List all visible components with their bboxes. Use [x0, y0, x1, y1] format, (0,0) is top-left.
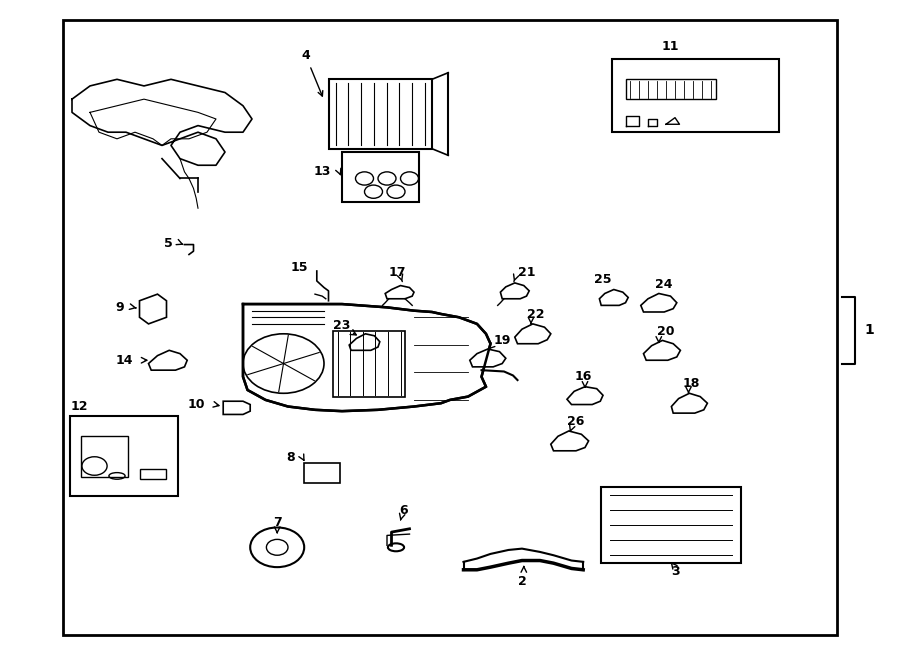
Bar	[328, 79, 432, 149]
Text: 18: 18	[682, 377, 700, 390]
Text: 6: 6	[399, 504, 408, 517]
Polygon shape	[140, 294, 166, 324]
Text: 23: 23	[333, 319, 351, 332]
Bar	[342, 152, 418, 202]
Text: 4: 4	[302, 50, 323, 96]
Text: 15: 15	[291, 261, 308, 274]
Bar	[612, 59, 778, 132]
Polygon shape	[644, 340, 680, 360]
Bar	[81, 436, 128, 477]
Text: 12: 12	[70, 400, 88, 413]
Bar	[601, 487, 741, 563]
Polygon shape	[223, 401, 250, 414]
Text: 21: 21	[518, 266, 536, 279]
Bar	[333, 330, 405, 397]
Text: 8: 8	[286, 451, 295, 464]
Text: 17: 17	[389, 266, 407, 279]
Polygon shape	[349, 334, 380, 350]
Text: 11: 11	[662, 40, 680, 53]
Text: 10: 10	[188, 398, 205, 411]
Polygon shape	[385, 286, 414, 299]
Polygon shape	[515, 324, 551, 344]
Bar	[626, 79, 716, 99]
Polygon shape	[567, 387, 603, 405]
Text: 19: 19	[493, 334, 511, 347]
Text: 2: 2	[518, 575, 526, 588]
Text: 26: 26	[567, 414, 585, 428]
Bar	[140, 469, 166, 479]
Polygon shape	[671, 393, 707, 413]
Polygon shape	[148, 350, 187, 370]
Bar	[304, 463, 340, 483]
Text: 9: 9	[115, 301, 124, 314]
Text: 7: 7	[273, 516, 282, 529]
Polygon shape	[470, 349, 506, 367]
Text: 3: 3	[670, 565, 680, 578]
Polygon shape	[500, 283, 529, 299]
Text: 5: 5	[164, 237, 173, 250]
Text: 13: 13	[314, 165, 331, 178]
Polygon shape	[243, 304, 491, 411]
Text: 25: 25	[594, 272, 612, 286]
Text: 1: 1	[864, 323, 874, 338]
Polygon shape	[641, 293, 677, 312]
Polygon shape	[551, 431, 589, 451]
Text: 16: 16	[574, 370, 592, 383]
Text: 20: 20	[657, 325, 675, 338]
Text: 24: 24	[655, 278, 673, 291]
Text: 14: 14	[116, 354, 133, 367]
Text: 22: 22	[526, 307, 544, 321]
Bar	[70, 416, 178, 496]
Polygon shape	[599, 290, 628, 305]
